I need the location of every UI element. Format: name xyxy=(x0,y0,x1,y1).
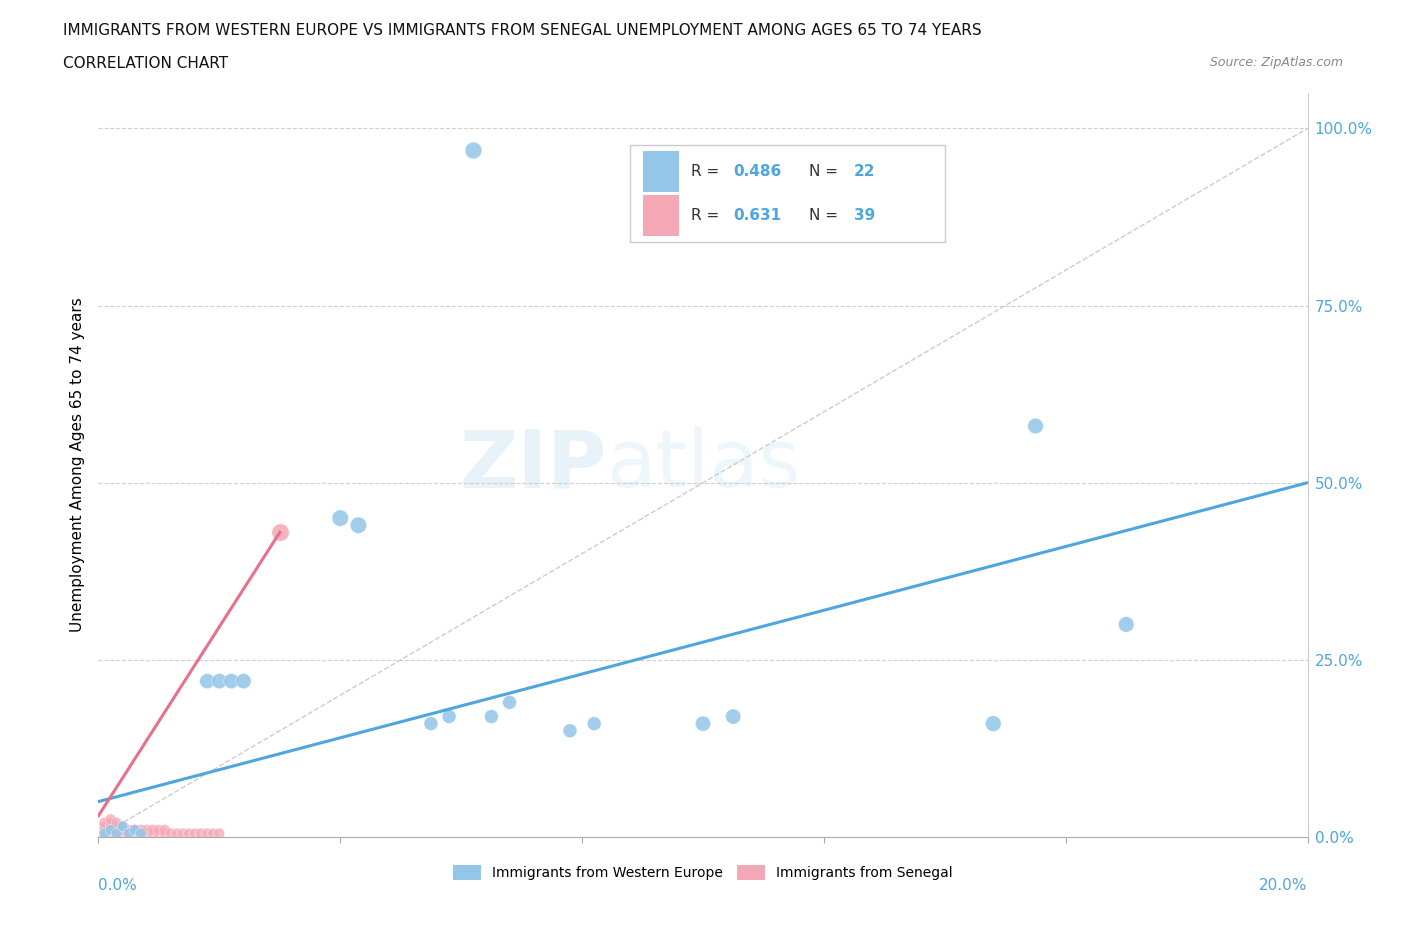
Point xyxy=(195,673,218,688)
Point xyxy=(100,826,122,841)
Point xyxy=(100,822,122,837)
Point xyxy=(100,816,122,830)
Text: 20.0%: 20.0% xyxy=(1260,878,1308,893)
Point xyxy=(111,826,134,841)
Text: ZIP: ZIP xyxy=(458,426,606,504)
Point xyxy=(692,716,714,731)
Text: 0.631: 0.631 xyxy=(734,208,782,223)
Point xyxy=(153,822,176,837)
Point xyxy=(142,826,165,841)
Point xyxy=(232,673,254,688)
Point xyxy=(105,826,128,841)
Point xyxy=(153,826,176,841)
Text: R =: R = xyxy=(690,164,724,179)
Point xyxy=(347,518,370,533)
Point xyxy=(329,511,352,525)
Text: 39: 39 xyxy=(855,208,876,223)
Point xyxy=(124,822,146,837)
Point xyxy=(437,709,460,724)
Point xyxy=(190,826,212,841)
Point xyxy=(498,695,520,710)
Point xyxy=(100,819,122,834)
Point xyxy=(105,826,128,841)
Point xyxy=(118,826,141,841)
Text: atlas: atlas xyxy=(606,426,800,504)
Point xyxy=(93,819,115,834)
Point xyxy=(208,826,231,841)
Point xyxy=(166,826,188,841)
Point xyxy=(202,826,225,841)
Text: N =: N = xyxy=(810,164,844,179)
Point xyxy=(129,826,152,841)
Point xyxy=(93,822,115,837)
Point xyxy=(148,826,170,841)
Point xyxy=(221,673,243,688)
Text: R =: R = xyxy=(690,208,724,223)
Text: IMMIGRANTS FROM WESTERN EUROPE VS IMMIGRANTS FROM SENEGAL UNEMPLOYMENT AMONG AGE: IMMIGRANTS FROM WESTERN EUROPE VS IMMIGR… xyxy=(63,23,981,38)
FancyBboxPatch shape xyxy=(643,151,679,192)
Point xyxy=(111,819,134,834)
Legend: Immigrants from Western Europe, Immigrants from Senegal: Immigrants from Western Europe, Immigran… xyxy=(449,860,957,886)
Point xyxy=(195,826,218,841)
Text: 22: 22 xyxy=(855,164,876,179)
Text: CORRELATION CHART: CORRELATION CHART xyxy=(63,56,228,71)
Text: 0.0%: 0.0% xyxy=(98,878,138,893)
Point xyxy=(160,826,183,841)
FancyBboxPatch shape xyxy=(630,145,945,242)
Point xyxy=(142,822,165,837)
Point xyxy=(93,816,115,830)
Point xyxy=(100,822,122,837)
Point xyxy=(723,709,745,724)
Point xyxy=(463,142,485,157)
Point xyxy=(1115,617,1137,631)
Point xyxy=(981,716,1004,731)
Point xyxy=(100,812,122,827)
Point xyxy=(118,822,141,837)
Point xyxy=(1024,418,1046,433)
Point xyxy=(111,819,134,834)
Point xyxy=(558,724,581,738)
Point xyxy=(184,826,207,841)
Point xyxy=(118,826,141,841)
Point xyxy=(208,673,231,688)
Point xyxy=(420,716,443,731)
Point xyxy=(148,822,170,837)
Point xyxy=(135,822,157,837)
Point xyxy=(93,826,115,841)
Text: 0.486: 0.486 xyxy=(734,164,782,179)
Y-axis label: Unemployment Among Ages 65 to 74 years: Unemployment Among Ages 65 to 74 years xyxy=(69,298,84,632)
Point xyxy=(583,716,606,731)
Point xyxy=(111,822,134,837)
Text: N =: N = xyxy=(810,208,844,223)
Point xyxy=(269,525,291,539)
Point xyxy=(179,826,201,841)
Point xyxy=(105,816,128,830)
Point xyxy=(124,822,146,837)
Point xyxy=(129,822,152,837)
Point xyxy=(172,826,194,841)
Point xyxy=(93,826,115,841)
Point xyxy=(135,826,157,841)
Point xyxy=(124,826,146,841)
Text: Source: ZipAtlas.com: Source: ZipAtlas.com xyxy=(1209,56,1343,69)
Point xyxy=(105,822,128,837)
Point xyxy=(105,819,128,834)
FancyBboxPatch shape xyxy=(643,195,679,236)
Point xyxy=(481,709,503,724)
Point xyxy=(129,826,152,841)
